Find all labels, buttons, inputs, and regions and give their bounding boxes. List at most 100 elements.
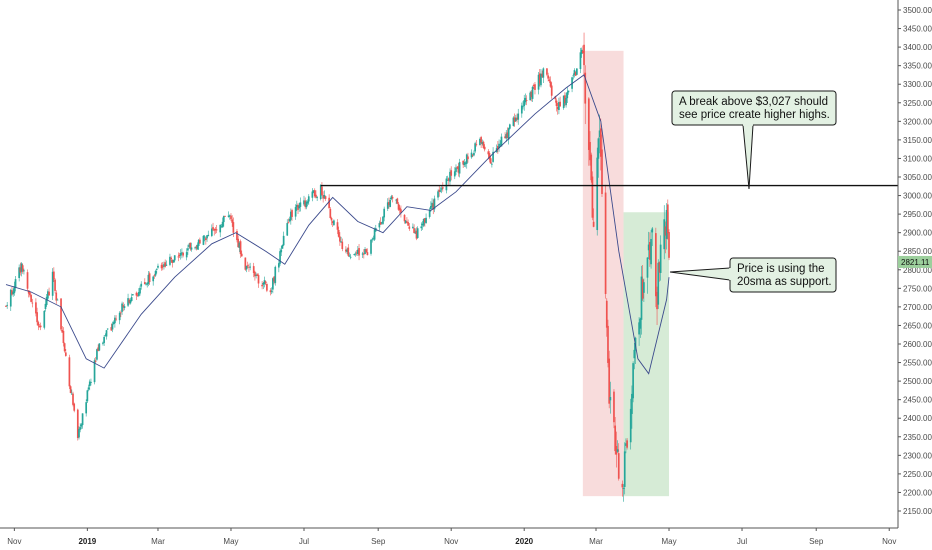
candle-body <box>12 291 15 295</box>
candle-body <box>194 247 196 249</box>
price-axis[interactable]: 2150.00 2200.00 2250.00 2300.00 2350.00 2400.… <box>897 0 932 528</box>
time-tick-label: May <box>223 537 238 546</box>
candle-body <box>657 262 660 305</box>
candle-body <box>531 86 534 99</box>
time-axis[interactable]: Nov 2019 Mar May Jul Sep Nov 2020 Mar May Jul Sep No… <box>0 527 898 546</box>
candle-body <box>349 256 352 258</box>
price-tick-label: 3200.00 <box>903 117 932 126</box>
candle-body <box>115 318 117 320</box>
candle-body <box>130 297 133 302</box>
candle-body <box>390 196 393 200</box>
candle-body <box>5 306 7 307</box>
candle-body <box>287 222 290 224</box>
candle-body <box>55 292 58 301</box>
candle-body <box>236 231 238 241</box>
candle-body <box>178 254 181 257</box>
candle-body <box>534 84 536 90</box>
candle-body <box>559 101 561 107</box>
candle-body <box>60 298 62 330</box>
candle-body <box>240 253 243 257</box>
candle-body <box>483 146 486 150</box>
candle-body <box>98 343 101 351</box>
price-tick-label: 2150.00 <box>903 507 932 516</box>
time-tick-label: 2019 <box>78 537 96 546</box>
candle-body <box>227 215 230 217</box>
candle-body <box>599 128 602 157</box>
candle-body <box>331 221 334 223</box>
candle-body <box>457 166 460 173</box>
time-tick-label: Mar <box>151 537 165 546</box>
candle-body <box>324 196 327 199</box>
candle-body <box>305 201 308 208</box>
region-recovery <box>623 212 670 497</box>
candle-body <box>650 238 652 265</box>
price-tick-label: 2250.00 <box>903 470 932 479</box>
candle-body <box>222 216 225 223</box>
candle-body <box>121 303 123 312</box>
candle-body <box>255 274 257 276</box>
candle-body <box>244 257 247 270</box>
candle-body <box>354 253 357 255</box>
candle-body <box>632 363 634 399</box>
candle-body <box>210 228 213 236</box>
candle-body <box>414 232 417 234</box>
candle-body <box>659 244 662 273</box>
candle-body <box>622 488 625 489</box>
candle-body <box>655 233 657 297</box>
candle-body <box>319 185 322 200</box>
time-tick-label: Sep <box>371 537 386 546</box>
candle-body <box>152 276 155 282</box>
candle-body <box>51 271 54 296</box>
candle-body <box>453 171 456 177</box>
candle-body <box>440 188 443 190</box>
candle-body <box>252 266 255 273</box>
candle-body <box>558 102 560 111</box>
time-tick-label: Nov <box>7 537 21 546</box>
candle-body <box>341 241 344 250</box>
price-tick-label: 2200.00 <box>903 488 932 497</box>
candle-body <box>364 249 366 254</box>
candle-body <box>514 118 517 121</box>
candle-body <box>96 349 98 360</box>
candle-body <box>37 322 40 326</box>
candle-body <box>590 154 593 181</box>
candle-body <box>348 255 351 257</box>
current-price-tag <box>898 255 932 268</box>
candle-body <box>53 271 55 280</box>
candle-body <box>165 264 168 266</box>
candle-body <box>617 453 620 479</box>
candle-body <box>323 195 326 198</box>
candle-body <box>382 216 384 224</box>
candle-body <box>346 249 348 252</box>
candle-body <box>413 228 415 233</box>
candle-body <box>513 117 516 122</box>
candle-body <box>499 144 502 146</box>
candle-body <box>155 269 158 270</box>
candle-body <box>179 252 182 256</box>
candle-body <box>487 151 490 155</box>
candle-body <box>103 336 105 343</box>
callout-pointer <box>742 124 754 190</box>
candle-body <box>615 445 618 455</box>
price-tick-label: 2450.00 <box>903 396 932 405</box>
candle-body <box>538 73 541 84</box>
candle-body <box>221 221 224 228</box>
candle-body <box>651 228 654 233</box>
candle-body <box>463 162 466 166</box>
candle-body <box>298 205 301 209</box>
candle-body <box>625 443 627 446</box>
candle-body <box>506 132 509 139</box>
candle-body <box>137 292 140 296</box>
price-tick-label: 2800.00 <box>903 266 932 275</box>
candle-body <box>256 274 259 276</box>
candle-body <box>668 232 670 258</box>
candle-body <box>88 381 91 387</box>
candle-body <box>195 246 198 248</box>
candle-body <box>164 262 167 267</box>
candle-body <box>336 222 339 230</box>
candle-body <box>173 255 176 261</box>
candle-body <box>406 221 408 223</box>
candle-body <box>556 106 559 110</box>
candle-body <box>491 163 493 165</box>
candle-body <box>358 248 360 256</box>
